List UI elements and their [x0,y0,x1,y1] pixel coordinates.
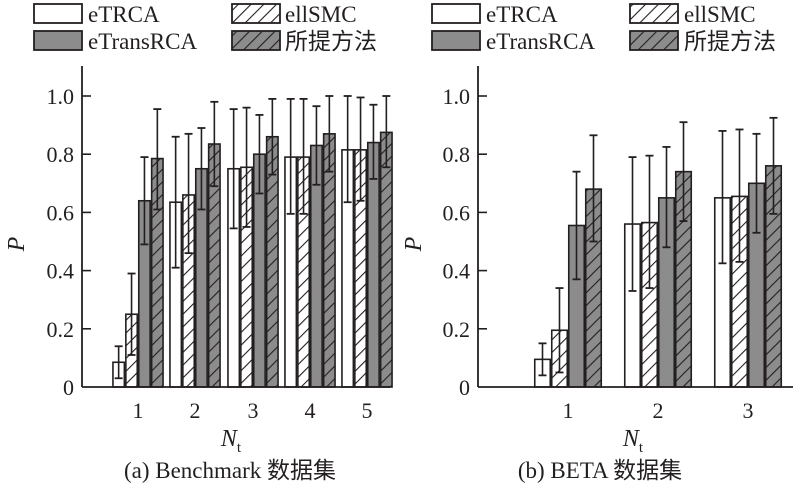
error-bar [538,342,547,377]
error-bar [114,345,123,380]
x-tick-label: 2 [190,398,201,423]
y-tick-label: 0.4 [443,259,471,284]
x-axis-title-main: N [622,426,641,452]
legend-label-etrca: eTRCA [88,2,160,27]
x-axis-title-main: N [220,426,239,452]
x-axis-title-a: Nt [220,426,242,456]
error-bar [140,156,149,246]
y-tick-label: 1.0 [443,84,471,109]
x-tick-label: 1 [133,398,144,423]
legend-swatch-etransrca [431,30,481,51]
legend-label-ellsmc: ellSMC [684,2,756,27]
error-bar [229,108,238,230]
error-bar [312,105,321,186]
error-bar [679,121,688,223]
legend-label-proposed: 所提方法 [285,29,377,54]
error-bar [645,154,654,289]
y-axis-title-b: P [401,236,427,252]
caption-b: (b) BETA 数据集 [518,458,682,483]
error-bar [197,127,206,211]
error-bar [210,100,219,188]
error-bar [572,170,581,281]
error-bar [356,96,365,202]
y-tick-label: 0.2 [443,317,471,342]
legend-swatch-etrca [33,3,83,24]
y-tick-label: 0.8 [443,142,471,167]
y-axis-title-a: P [4,236,30,252]
chart-panel-benchmark: 1 2 3 4 5 0 0.2 0.4 0.6 0.8 1.0 [47,66,393,423]
error-bar [127,272,136,356]
error-bar [184,132,193,255]
legend-label-etrca: eTRCA [486,2,558,27]
y-tick-label: 0.6 [443,200,471,225]
x-tick-label: 3 [248,398,259,423]
error-bar [369,103,378,180]
error-bar [718,130,727,265]
y-tick-label: 0 [459,375,470,400]
legend-swatch-ellsmc [629,3,679,24]
error-bar [171,135,180,269]
legend-swatch-proposed [231,30,281,51]
error-bar [242,106,251,228]
error-bar [255,114,264,195]
legend-swatch-ellsmc [231,3,281,24]
error-bar [382,95,391,169]
y-tick-label: 0.6 [47,200,75,225]
legend-swatch-etransrca [33,30,83,51]
error-bar [662,146,671,249]
legend-label-etransrca: eTransRCA [88,29,197,54]
legend-label-ellsmc: ellSMC [285,2,357,27]
x-tick-label: 5 [362,398,373,423]
y-tick-label: 1.0 [47,84,75,109]
error-bar [628,156,637,292]
bar-proposed [379,131,393,388]
x-tick-label: 4 [305,398,316,423]
x-tick-label: 3 [743,398,754,423]
legend-label-proposed: 所提方法 [684,29,776,54]
error-bar [325,95,334,173]
legend-swatch-etrca [431,3,481,24]
error-bar [343,95,352,204]
y-tick-label: 0 [63,375,74,400]
error-bar [555,287,564,374]
error-bar [153,108,162,211]
legend-a: eTRCA ellSMC eTransRCA 所提方法 [33,2,377,54]
error-bar [286,98,295,215]
legend-label-etransrca: eTransRCA [486,29,595,54]
x-axis-title-b: Nt [622,426,644,456]
error-bar [299,98,308,215]
y-tick-label: 0.8 [47,142,75,167]
y-tick-label: 0.2 [47,317,75,342]
legend-swatch-proposed [629,30,679,51]
x-tick-label: 2 [653,398,664,423]
x-tick-label: 1 [563,398,574,423]
y-tick-label: 0.4 [47,259,75,284]
error-bar [735,128,744,263]
error-bar [769,116,778,215]
x-axis-title-sub: t [237,440,242,456]
error-bar [268,98,277,176]
chart-panel-beta: 1 2 3 0 0.2 0.4 0.6 0.8 1.0 [443,66,793,423]
error-bar [752,132,761,234]
legend-b: eTRCA ellSMC eTransRCA 所提方法 [431,2,776,54]
error-bar [589,134,598,243]
caption-a: (a) Benchmark 数据集 [124,458,336,483]
x-axis-title-sub: t [639,440,644,456]
